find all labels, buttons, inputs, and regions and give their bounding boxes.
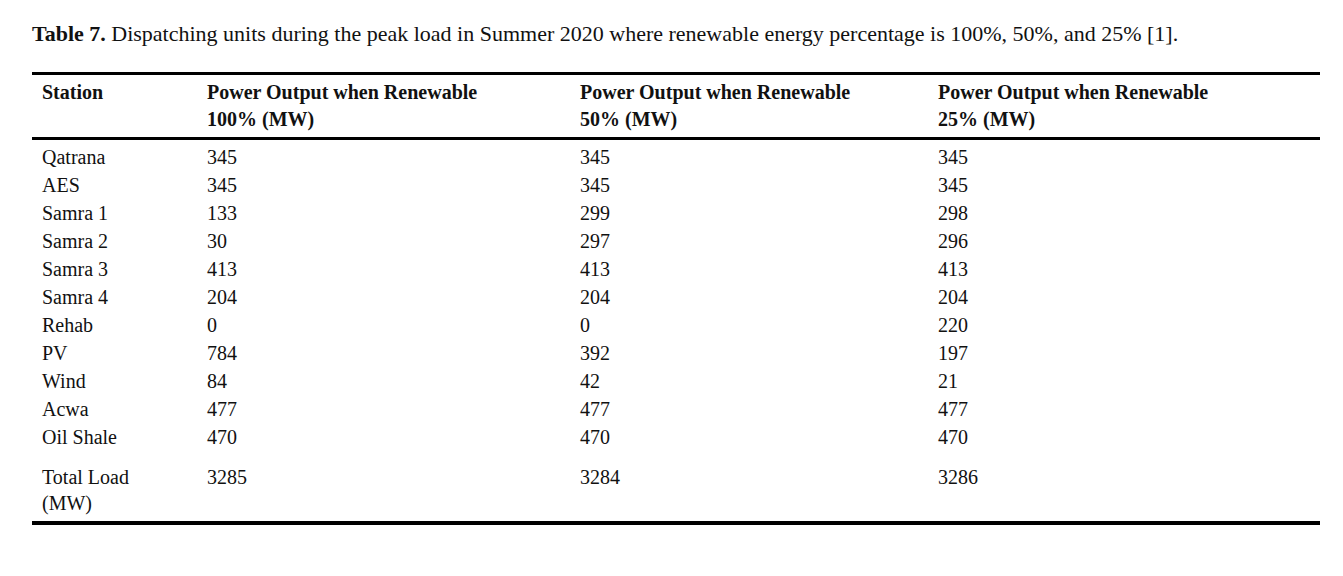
- table-row: Samra 4 204 204 204: [32, 283, 1320, 311]
- table-row: Qatrana 345 345 345: [32, 139, 1320, 172]
- table-header: Station Power Output when Renewable100% …: [32, 74, 1320, 139]
- power-25-cell: 197: [938, 339, 1320, 367]
- header-line: Station: [42, 79, 199, 106]
- power-50-cell: 297: [580, 227, 938, 255]
- power-50-cell: 477: [580, 395, 938, 423]
- column-header-25pct: Power Output when Renewable25% (MW): [938, 74, 1320, 139]
- power-25-cell: 298: [938, 199, 1320, 227]
- power-100-cell: 204: [207, 283, 580, 311]
- power-25-cell: 21: [938, 367, 1320, 395]
- station-cell: Oil Shale: [32, 423, 207, 451]
- total-label-line: (MW): [42, 490, 199, 516]
- header-line: 100% (MW): [207, 106, 572, 133]
- power-50-cell: 470: [580, 423, 938, 451]
- table-row: Samra 2 30 297 296: [32, 227, 1320, 255]
- table-caption: Table 7. Dispatching units during the pe…: [32, 16, 1318, 51]
- column-header-50pct: Power Output when Renewable50% (MW): [580, 74, 938, 139]
- power-25-cell: 345: [938, 171, 1320, 199]
- column-header-station: Station: [32, 74, 207, 139]
- table-row: Oil Shale 470 470 470: [32, 423, 1320, 451]
- table-row: AES 345 345 345: [32, 171, 1320, 199]
- power-25-cell: 477: [938, 395, 1320, 423]
- station-cell: Acwa: [32, 395, 207, 423]
- power-25-cell: 345: [938, 139, 1320, 172]
- table-row: Wind 84 42 21: [32, 367, 1320, 395]
- dispatch-table: Station Power Output when Renewable100% …: [32, 72, 1320, 525]
- power-50-cell: 0: [580, 311, 938, 339]
- header-line: Power Output when Renewable: [580, 79, 930, 106]
- table-row: Samra 1 133 299 298: [32, 199, 1320, 227]
- power-25-cell: 296: [938, 227, 1320, 255]
- station-cell: Qatrana: [32, 139, 207, 172]
- station-cell: Samra 2: [32, 227, 207, 255]
- power-25-cell: 220: [938, 311, 1320, 339]
- power-50-cell: 345: [580, 171, 938, 199]
- header-line: Power Output when Renewable: [207, 79, 572, 106]
- power-100-cell: 413: [207, 255, 580, 283]
- station-cell: PV: [32, 339, 207, 367]
- power-100-cell: 470: [207, 423, 580, 451]
- power-50-cell: 42: [580, 367, 938, 395]
- power-100-cell: 84: [207, 367, 580, 395]
- power-50-cell: 345: [580, 139, 938, 172]
- table-row: Acwa 477 477 477: [32, 395, 1320, 423]
- station-cell: Samra 3: [32, 255, 207, 283]
- header-line: 25% (MW): [938, 106, 1312, 133]
- power-100-cell: 345: [207, 171, 580, 199]
- table-row: Samra 3 413 413 413: [32, 255, 1320, 283]
- power-100-cell: 784: [207, 339, 580, 367]
- table-row: PV 784 392 197: [32, 339, 1320, 367]
- station-cell: Rehab: [32, 311, 207, 339]
- power-50-cell: 299: [580, 199, 938, 227]
- total-label-cell: Total Load(MW): [32, 451, 207, 523]
- header-line: 50% (MW): [580, 106, 930, 133]
- power-25-cell: 470: [938, 423, 1320, 451]
- power-25-cell: 413: [938, 255, 1320, 283]
- station-cell: Wind: [32, 367, 207, 395]
- station-cell: Samra 4: [32, 283, 207, 311]
- power-50-cell: 204: [580, 283, 938, 311]
- power-100-cell: 30: [207, 227, 580, 255]
- table-caption-label: Table 7.: [32, 21, 106, 46]
- document-page: Table 7. Dispatching units during the pe…: [0, 0, 1343, 576]
- power-50-cell: 413: [580, 255, 938, 283]
- header-line: Power Output when Renewable: [938, 79, 1312, 106]
- total-100-cell: 3285: [207, 451, 580, 523]
- column-header-100pct: Power Output when Renewable100% (MW): [207, 74, 580, 139]
- total-25-cell: 3286: [938, 451, 1320, 523]
- power-100-cell: 0: [207, 311, 580, 339]
- power-25-cell: 204: [938, 283, 1320, 311]
- table-row: Rehab 0 0 220: [32, 311, 1320, 339]
- table-caption-text: Dispatching units during the peak load i…: [106, 21, 1178, 46]
- station-cell: AES: [32, 171, 207, 199]
- total-label-line: Total Load: [42, 464, 199, 490]
- total-row: Total Load(MW) 3285 3284 3286: [32, 451, 1320, 523]
- table-body: Qatrana 345 345 345 AES 345 345 345 Samr…: [32, 139, 1320, 524]
- header-row: Station Power Output when Renewable100% …: [32, 74, 1320, 139]
- power-100-cell: 345: [207, 139, 580, 172]
- total-50-cell: 3284: [580, 451, 938, 523]
- power-100-cell: 133: [207, 199, 580, 227]
- power-100-cell: 477: [207, 395, 580, 423]
- station-cell: Samra 1: [32, 199, 207, 227]
- power-50-cell: 392: [580, 339, 938, 367]
